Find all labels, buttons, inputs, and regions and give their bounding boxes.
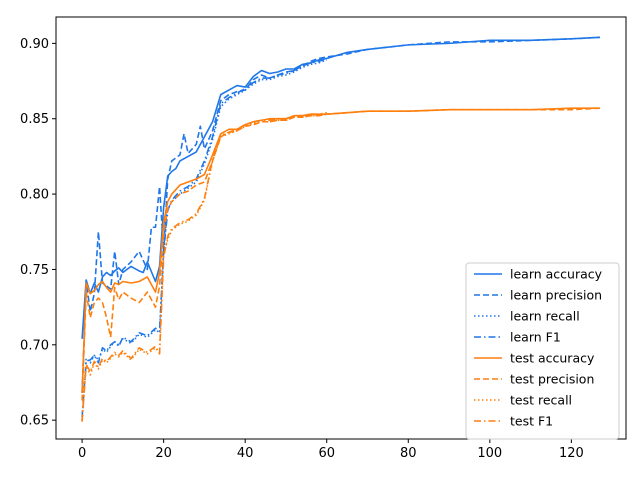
- legend-entry-label: learn F1: [510, 330, 561, 345]
- x-tick-label: 100: [477, 446, 502, 461]
- x-tick-label: 20: [155, 446, 172, 461]
- y-tick-label: 0.70: [20, 338, 49, 353]
- x-tick-label: 80: [400, 446, 417, 461]
- legend: learn accuracy learn precision learn recal…: [465, 262, 620, 440]
- series-layer: [81, 36, 600, 422]
- legend-frame: [465, 262, 620, 440]
- series-line-learn-F1: [81, 57, 328, 418]
- legend-entry-label: learn accuracy: [510, 267, 603, 282]
- series-line-learn-precision: [81, 36, 600, 394]
- series-line-learn-recall: [81, 59, 328, 421]
- legend-entry-label: test F1: [510, 414, 553, 429]
- x-tick-label: 120: [559, 446, 584, 461]
- legend-entry-label: learn recall: [510, 309, 580, 324]
- axis-layer: 0 20 40 60 80 100 120 0.65 0.70 0.75 0.80 0.85 0.90: [20, 37, 584, 461]
- y-tick-label: 0.75: [20, 263, 49, 278]
- legend-entry-label: test recall: [510, 393, 572, 408]
- series-line-test-F1: [81, 111, 327, 422]
- y-tick-label: 0.85: [20, 112, 49, 127]
- x-tick-label: 40: [237, 446, 254, 461]
- legend-entry-label: test accuracy: [510, 351, 595, 366]
- plot-frame: [55, 16, 627, 440]
- series-line-test-precision: [81, 107, 600, 401]
- y-tick-label: 0.80: [20, 188, 49, 203]
- legend-entry-label: test precision: [510, 372, 594, 387]
- legend-entry-label: learn precision: [510, 288, 602, 303]
- series-line-learn-accuracy: [81, 36, 600, 339]
- y-tick-label: 0.90: [20, 37, 49, 52]
- x-tick-label: 0: [78, 446, 86, 461]
- x-tick-label: 60: [318, 446, 335, 461]
- y-tick-label: 0.65: [20, 414, 49, 429]
- series-line-test-recall: [81, 113, 327, 421]
